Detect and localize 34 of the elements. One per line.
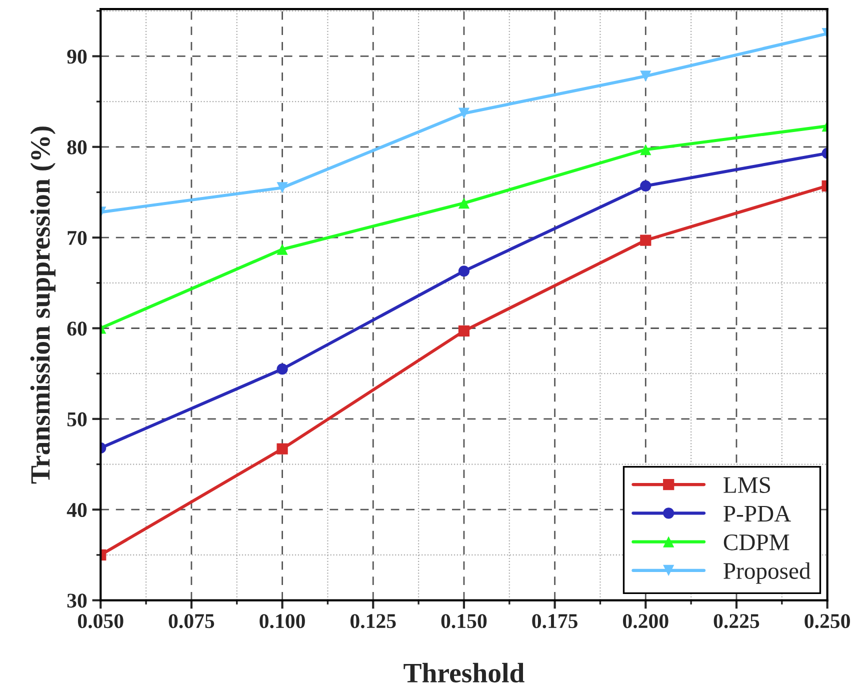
x-tick-label: 0.225 [714, 614, 760, 628]
point [458, 108, 470, 119]
x-tick-label: 0.100 [260, 614, 305, 628]
x-tick-label: 0.200 [623, 614, 668, 628]
x-tick-label: 0.150 [441, 614, 487, 628]
point [458, 266, 470, 277]
x-tick-label: 0.250 [804, 614, 850, 628]
y-tick-label: 70 [68, 230, 87, 246]
y-tick-label: 50 [67, 412, 87, 426]
point [276, 244, 288, 255]
x-tick-label: 0.175 [532, 614, 578, 628]
point [640, 70, 652, 82]
point [276, 182, 288, 194]
y-tick-label: 90 [67, 50, 87, 64]
point [276, 364, 288, 375]
x-tick-label: 0.075 [168, 614, 214, 628]
y-axis-title: Transmission suppression (%) [30, 126, 56, 484]
x-tick-label: 0.125 [350, 614, 396, 628]
point [276, 443, 288, 454]
point [640, 234, 652, 246]
x-axis-title: Threshold [404, 662, 524, 682]
y-tick-label: 80 [67, 140, 87, 154]
legend-label: P-PDA [724, 506, 791, 522]
point [640, 144, 652, 156]
y-tick-label: 30 [67, 594, 87, 608]
point [458, 325, 470, 337]
x-tick-label: 0.050 [78, 614, 124, 628]
y-tick-label: 60 [67, 322, 87, 336]
point [640, 180, 652, 192]
legend-label: Proposed [724, 562, 811, 584]
legend-label: LMS [724, 477, 770, 494]
point [458, 198, 470, 209]
y-tick-label: 40 [66, 502, 87, 518]
legend-label: CDPM [724, 534, 790, 550]
